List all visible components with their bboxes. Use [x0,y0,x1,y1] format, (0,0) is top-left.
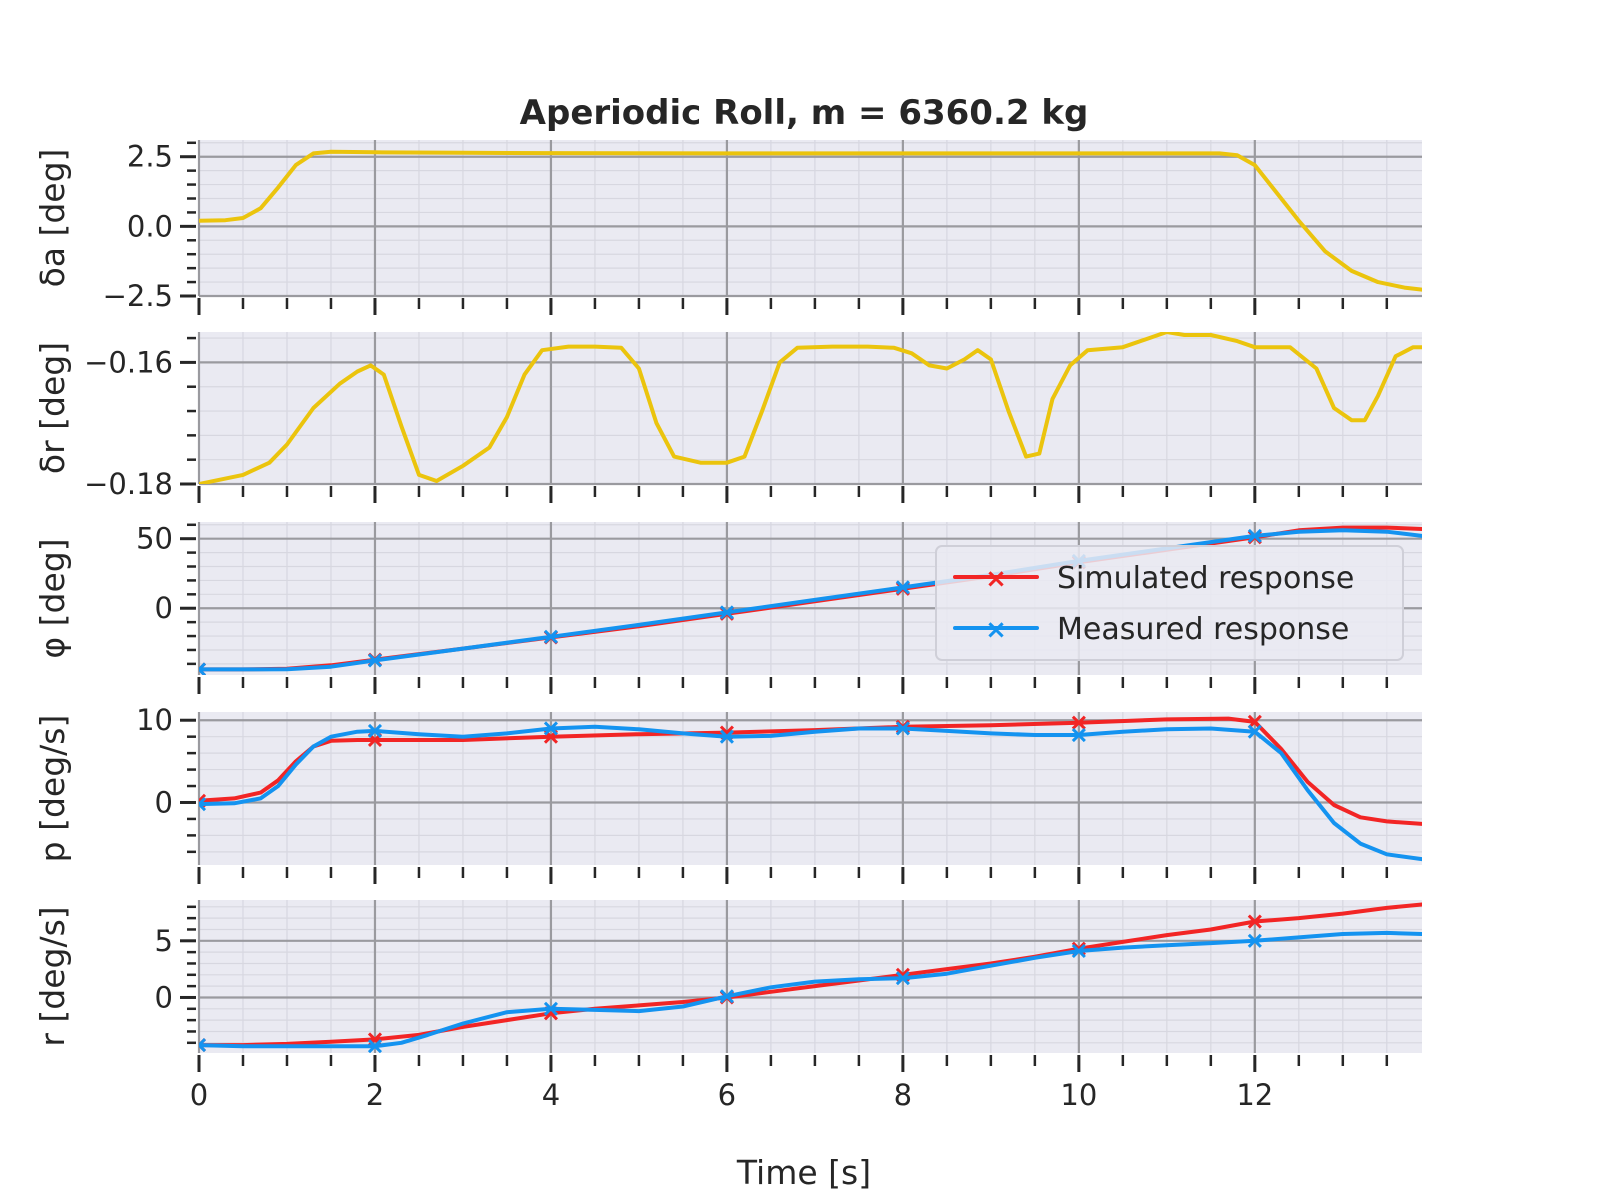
x-tick-label: 12 [1236,1078,1273,1112]
series-marker-measured [367,653,383,668]
series-marker-measured [895,971,910,986]
series-marker-measured [1247,933,1262,948]
series-marker-measured [1071,727,1086,743]
subplot-4: 10 0 p [deg/s] [33,703,1422,884]
series-marker-simulated [1247,914,1262,929]
series-group [199,332,1422,484]
x-tick-label: 2 [366,1078,384,1112]
series-marker-measured [719,729,734,744]
y-tick-label: 0 [155,785,173,819]
x-tick-label: 8 [894,1078,912,1112]
legend-measured-label: Measured response [1057,612,1349,647]
series-line-measured [199,724,1422,862]
plot-area [199,900,1422,1053]
series-marker-measured [895,721,910,736]
series-line-measured [199,930,1422,1049]
legend-measured-marker: × [985,615,1007,645]
series-line-simulated [199,902,1422,1048]
series-group [199,149,1422,292]
series-group [199,525,1422,675]
series-marker-measured [543,629,559,644]
y-tick-label: 0.0 [127,209,173,243]
series-line-measured [199,528,1422,672]
series-marker-measured [199,1038,207,1053]
y-tick-label: 10 [136,703,173,737]
plot-area [199,140,1422,296]
series-marker-measured [199,662,207,675]
y-axis-label: φ [deg] [33,538,72,658]
y-tick-label: 0 [155,980,173,1014]
chart-title: Aperiodic Roll, m = 6360.2 kg [520,93,1089,133]
series-marker-measured [719,989,734,1004]
series-marker-simulated [1071,715,1086,730]
y-axis-label: δr [deg] [33,342,72,474]
subplot-1: 2.5 0.0 −2.5 δa [deg] [33,140,1422,315]
series-line-input [199,332,1422,484]
y-tick-label: −0.16 [84,345,173,379]
x-tick-label: 10 [1060,1078,1097,1112]
y-tick-label: 50 [136,522,173,556]
y-tick-label: −0.18 [84,467,173,501]
x-axis-label: Time [s] [736,1153,871,1192]
y-axis-label: r [deg/s] [33,906,72,1046]
y-tick-label: 2.5 [127,140,173,174]
series-marker-measured [199,797,207,812]
y-axis-label: p [deg/s] [33,715,72,863]
plot-area [199,332,1422,484]
series-marker-measured [543,721,559,736]
series-group [199,714,1422,862]
legend: × Simulated response × Measured response [935,545,1404,661]
series-line-input [199,149,1422,292]
y-axis-label: δa [deg] [33,149,72,288]
series-marker-measured [895,580,910,595]
legend-simulated-label: Simulated response [1057,561,1354,596]
series-marker-measured [1247,528,1262,543]
y-tick-label: 0 [155,591,173,625]
x-tick-label: 0 [190,1078,208,1112]
y-tick-label: −2.5 [103,279,173,313]
plot-area [199,712,1422,865]
series-marker-measured [543,1001,559,1016]
subplot-2: −0.16 −0.18 δr [deg] [33,332,1422,503]
legend-simulated-marker: × [985,564,1007,594]
subplot-5: 0 2 4 6 8 10 12 5 0 r [deg/s] [33,900,1422,1112]
series-marker-measured [367,1039,383,1053]
series-marker-measured [1247,724,1262,739]
series-marker-measured [367,723,383,738]
series-marker-measured [719,605,734,620]
y-tick-label: 5 [155,924,173,958]
x-tick-label: 6 [718,1078,736,1112]
series-marker-measured [1071,943,1086,959]
x-tick-label: 4 [542,1078,560,1112]
series-group [199,902,1422,1053]
legend-frame [935,545,1404,661]
